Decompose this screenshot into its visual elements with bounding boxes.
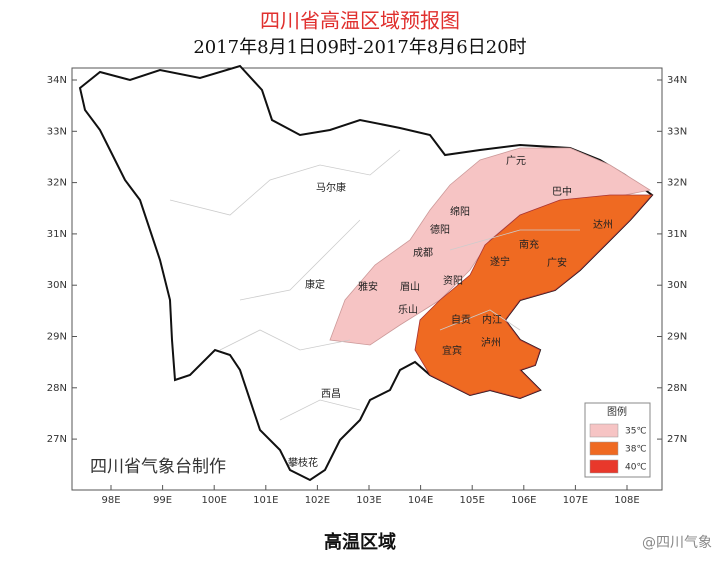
lat-label: 30N [667,280,687,291]
lat-label: 34N [47,75,67,86]
lat-label: 32N [47,178,67,189]
lon-label: 99E [153,495,172,506]
lon-label: 104E [408,495,433,506]
city-label: 宜宾 [442,344,462,357]
city-label: 康定 [305,278,325,291]
city-label: 眉山 [400,281,420,293]
city-label: 绵阳 [450,205,470,218]
lon-label: 107E [563,495,588,506]
lon-label: 100E [201,495,226,506]
lat-label: 27N [47,434,67,445]
legend-label: 35℃ [625,427,647,437]
legend-swatch [589,423,619,438]
city-label: 自贡 [451,313,471,326]
lon-label: 98E [101,495,120,506]
lon-label: 101E [253,495,278,506]
city-label: 西昌 [321,388,341,400]
lon-label: 105E [459,495,484,506]
lat-label: 31N [47,229,67,240]
city-label: 马尔康 [316,181,346,194]
city-label: 达州 [593,219,613,231]
city-label: 雅安 [358,280,378,293]
city-label: 德阳 [430,223,450,236]
lat-label: 32N [667,178,687,189]
city-label: 南充 [519,238,539,251]
lat-label: 30N [47,280,67,291]
lat-label: 34N [667,75,687,86]
legend-swatch [589,441,619,456]
city-label: 资阳 [443,275,463,287]
heat-zone-38 [414,194,653,399]
legend-swatch [589,459,619,474]
lat-label: 33N [47,126,67,137]
city-label: 成都 [413,247,433,259]
legend-label: 40℃ [625,463,647,473]
lat-label: 33N [667,126,687,137]
credit: 四川省气象台制作 [90,457,226,477]
legend-title: 图例 [607,405,627,418]
city-label: 内江 [482,313,502,326]
subtitle: 2017年8月1日09时-2017年8月6日20时 [193,37,526,58]
city-label: 乐山 [398,304,418,316]
city-label: 攀枝花 [288,456,318,469]
city-label: 广安 [547,256,567,269]
city-label: 泸州 [481,337,501,349]
lat-label: 31N [667,229,687,240]
lon-label: 106E [511,495,536,506]
heat-zone-35 [329,147,652,346]
city-label: 巴中 [552,185,572,198]
legend: 图例 35℃ 38℃ 40℃ [584,402,651,478]
lat-label: 28N [47,383,67,394]
city-label: 广元 [506,155,526,167]
caption: 高温区域 [324,531,396,553]
legend-label: 38℃ [625,445,647,455]
lat-label: 29N [667,332,687,343]
lon-label: 102E [305,495,330,506]
city-label: 遂宁 [490,255,510,268]
title: 四川省高温区域预报图 [260,9,460,33]
lat-label: 27N [667,434,687,445]
lon-label: 108E [614,495,639,506]
county-borders [169,149,580,421]
watermark: @四川气象 [642,535,712,551]
lon-label: 103E [356,495,381,506]
lat-label: 28N [667,383,687,394]
lat-label: 29N [47,332,67,343]
